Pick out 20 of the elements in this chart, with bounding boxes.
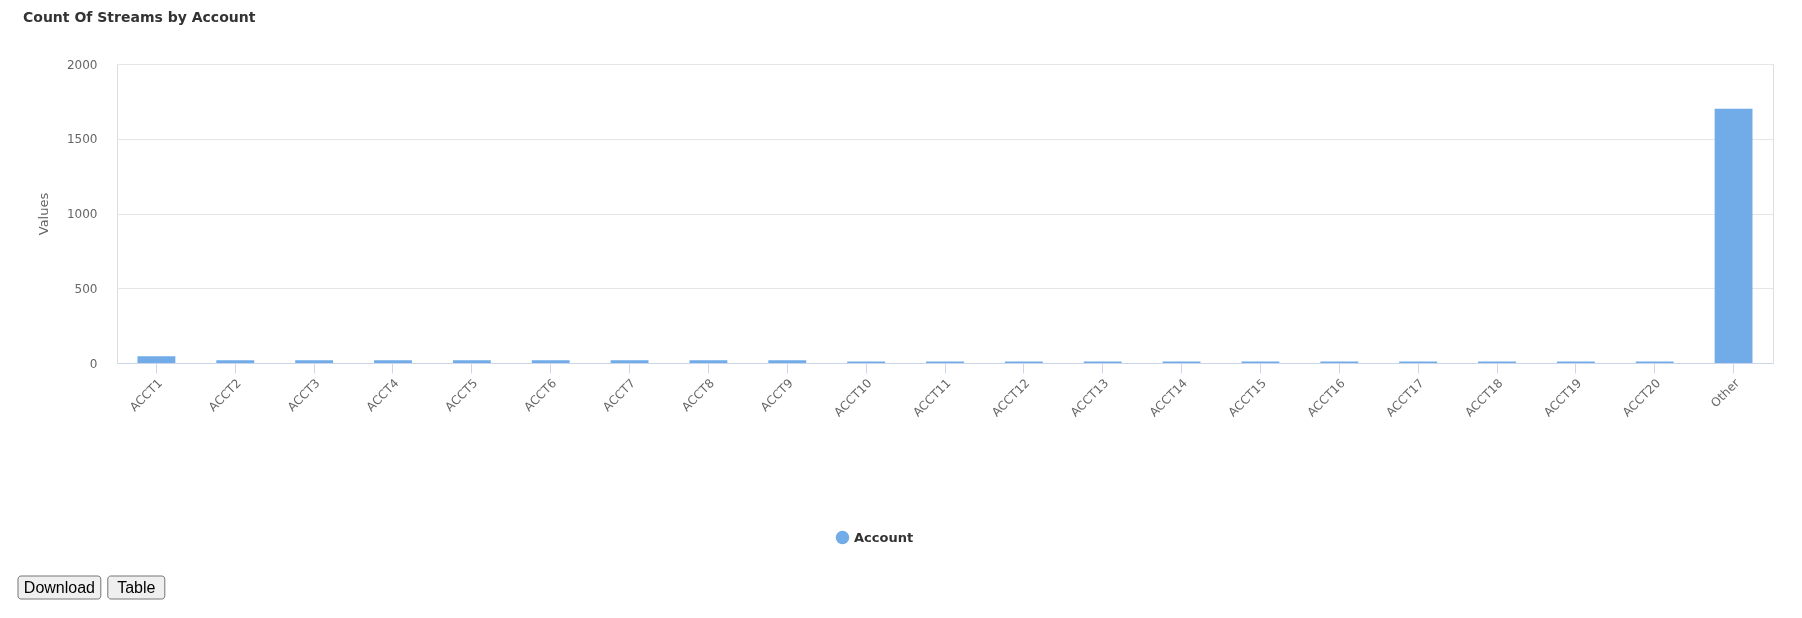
- legend-label: Account: [854, 529, 914, 545]
- text: Download: [23, 579, 95, 596]
- bar: [689, 360, 728, 363]
- y-tick-label: 0: [89, 356, 98, 371]
- bar: [295, 360, 334, 363]
- bar: [137, 356, 176, 363]
- bar: [531, 360, 570, 363]
- text: Table: [117, 579, 156, 596]
- y-axis-title: Values: [35, 192, 51, 236]
- y-tick-label: 500: [74, 281, 98, 296]
- y-tick-label: 1000: [66, 207, 98, 221]
- bar: [216, 360, 255, 363]
- bar: [610, 360, 649, 363]
- bar: [1714, 108, 1753, 363]
- chart-title: Count Of Streams by Account: [23, 9, 256, 25]
- y-tick-label: 2000: [66, 57, 98, 72]
- bar: [374, 360, 412, 363]
- y-tick-label: 1500: [66, 132, 98, 147]
- bar: [768, 360, 807, 363]
- bar: [452, 360, 491, 363]
